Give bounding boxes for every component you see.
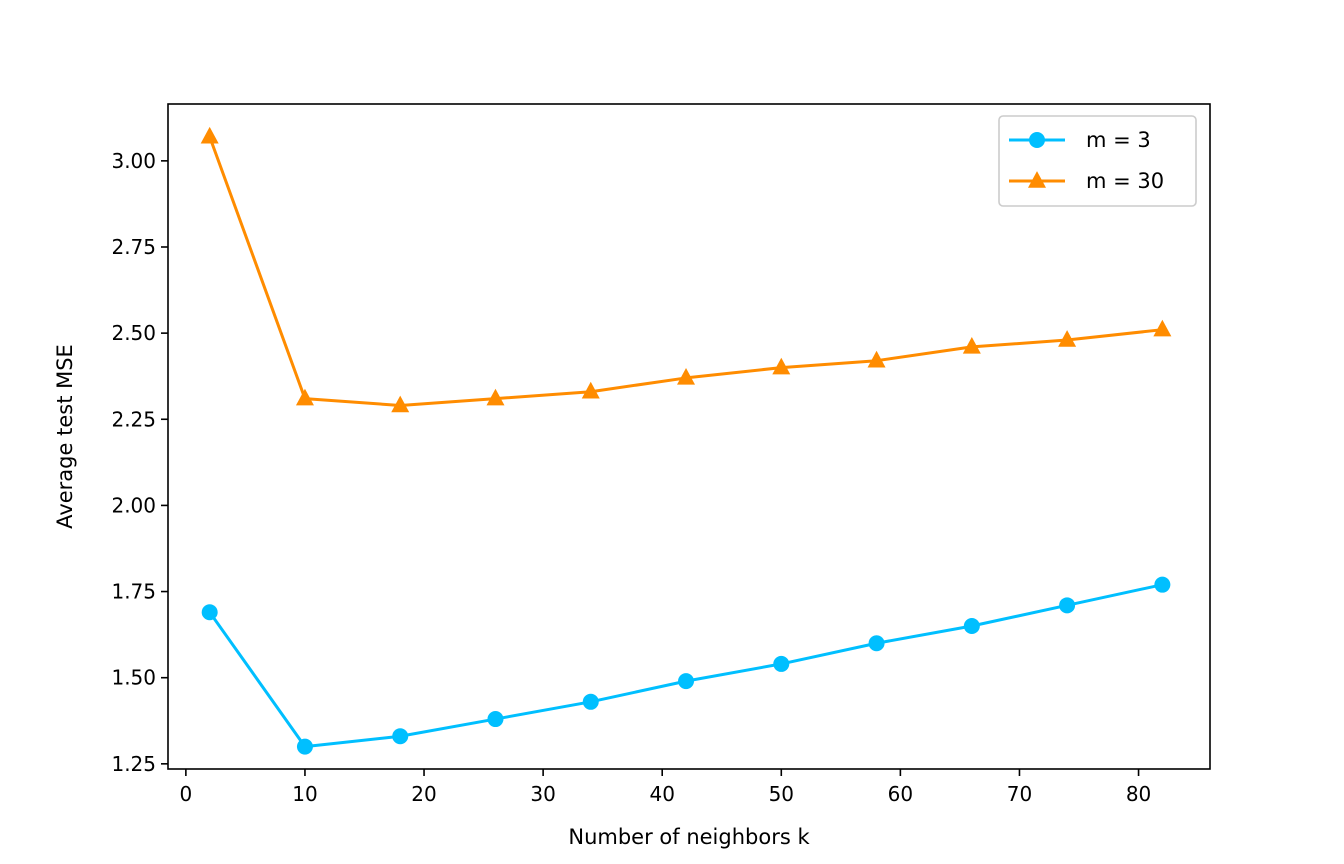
y-tick-label: 3.00 [111,149,156,173]
x-tick-label: 80 [1126,782,1151,806]
series-1-point [963,618,980,635]
legend-label-2: m = 30 [1086,169,1164,193]
series-1-point [1059,597,1076,614]
series-1-point [1154,576,1171,593]
series-1-point [773,655,790,672]
y-axis: 1.25 1.50 1.75 2.00 2.25 2.50 2.75 3.00 [111,149,168,776]
series-1-point [868,635,885,652]
x-tick-label: 60 [888,782,913,806]
series-2-point [581,381,600,399]
series-2-point [962,337,981,354]
series-1-point [487,711,504,728]
x-tick-label: 50 [769,782,794,806]
series-2-point [677,368,696,385]
series-1-point [392,728,409,745]
series-2-point [867,350,886,368]
x-tick-label: 70 [1007,782,1032,806]
plot-frame [167,103,1211,770]
series-1-point [296,738,313,755]
y-tick-label: 2.75 [111,235,156,259]
series-2-point [1153,319,1172,337]
y-tick-label: 2.00 [111,493,156,517]
y-tick-label: 2.50 [111,321,156,345]
series-1-point [201,604,218,621]
x-axis-label: Number of neighbors k [568,825,810,849]
legend-marker-2 [1028,171,1046,188]
series-2-point [391,395,410,413]
series-2-point [200,126,219,144]
series-2-point [295,388,314,406]
x-tick-label: 20 [411,782,436,806]
x-tick-label: 40 [649,782,674,806]
x-tick-label: 30 [530,782,555,806]
y-tick-label: 1.50 [111,666,156,690]
series-1-point [582,693,599,710]
legend: m = 3 m = 30 [998,115,1197,207]
y-axis-label: Average test MSE [53,344,77,529]
y-tick-label: 2.25 [111,407,156,431]
x-tick-label: 10 [292,782,317,806]
plot-markers [200,126,1172,755]
series-2-point [486,388,505,406]
y-tick-label: 1.75 [111,580,156,604]
legend-label-1: m = 3 [1086,128,1151,152]
series-2-point [772,357,791,375]
x-axis: 0 10 20 30 40 50 60 70 80 [179,769,1151,806]
y-tick-label: 1.25 [111,752,156,776]
x-tick-label: 0 [179,782,192,806]
series-2-point [1058,330,1077,347]
legend-marker-1 [1029,132,1045,148]
series-1-point [678,673,695,690]
